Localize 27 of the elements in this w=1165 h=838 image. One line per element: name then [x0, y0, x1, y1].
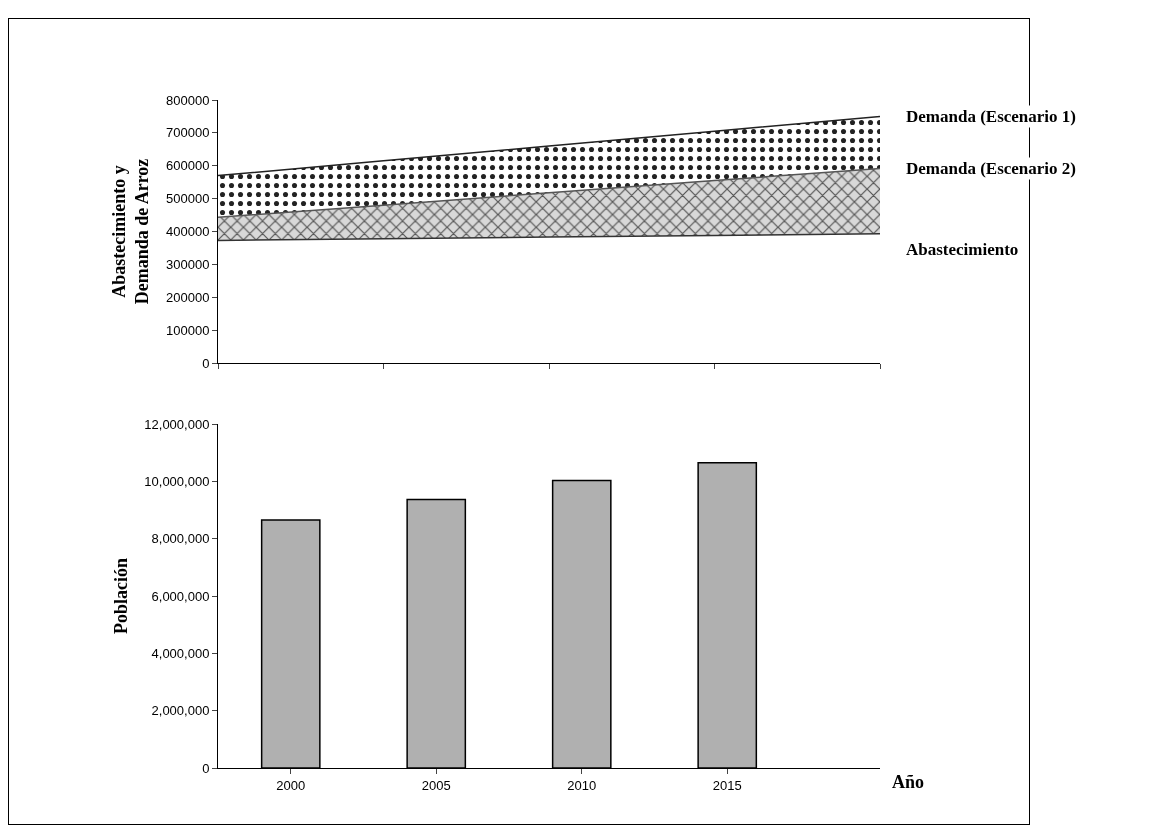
y-tick-label: 2,000,000: [151, 703, 210, 719]
y-tick-label: 8,000,000: [151, 531, 210, 547]
y-tick-label: 300000: [166, 256, 210, 272]
x-tick-label: 2000: [276, 777, 306, 793]
x-axis-title: Año: [892, 772, 925, 792]
line-series: [218, 233, 880, 242]
y-tick-label: 600000: [166, 158, 210, 174]
y-tick-label: 0: [202, 760, 210, 776]
y-tick-label: 400000: [166, 224, 210, 240]
x-tick-label: 2010: [567, 777, 597, 793]
x-tick-label: 2005: [421, 777, 451, 793]
y-axis-title: Abastecimiento y Demanda de Arroz: [108, 158, 153, 305]
y-tick-label: 4,000,000: [151, 645, 210, 661]
y-tick-label: 100000: [166, 322, 210, 338]
x-tick-label: 2015: [712, 777, 742, 793]
y-tick-label: 800000: [166, 92, 210, 108]
y-tick-label: 500000: [166, 191, 210, 207]
y-tick-label: 10,000,000: [144, 473, 210, 489]
series-label: Demanda (Escenario 1): [906, 107, 1076, 126]
series-label: Abastecimiento: [906, 240, 1019, 259]
y-axis-title: Población: [110, 557, 131, 635]
y-tick-label: 6,000,000: [151, 588, 210, 604]
y-tick-label: 200000: [166, 289, 210, 305]
y-tick-label: 700000: [166, 125, 210, 141]
series-label: Demanda (Escenario 2): [906, 159, 1076, 178]
y-tick-label: 12,000,000: [144, 416, 210, 432]
y-tick-label: 0: [202, 355, 210, 371]
